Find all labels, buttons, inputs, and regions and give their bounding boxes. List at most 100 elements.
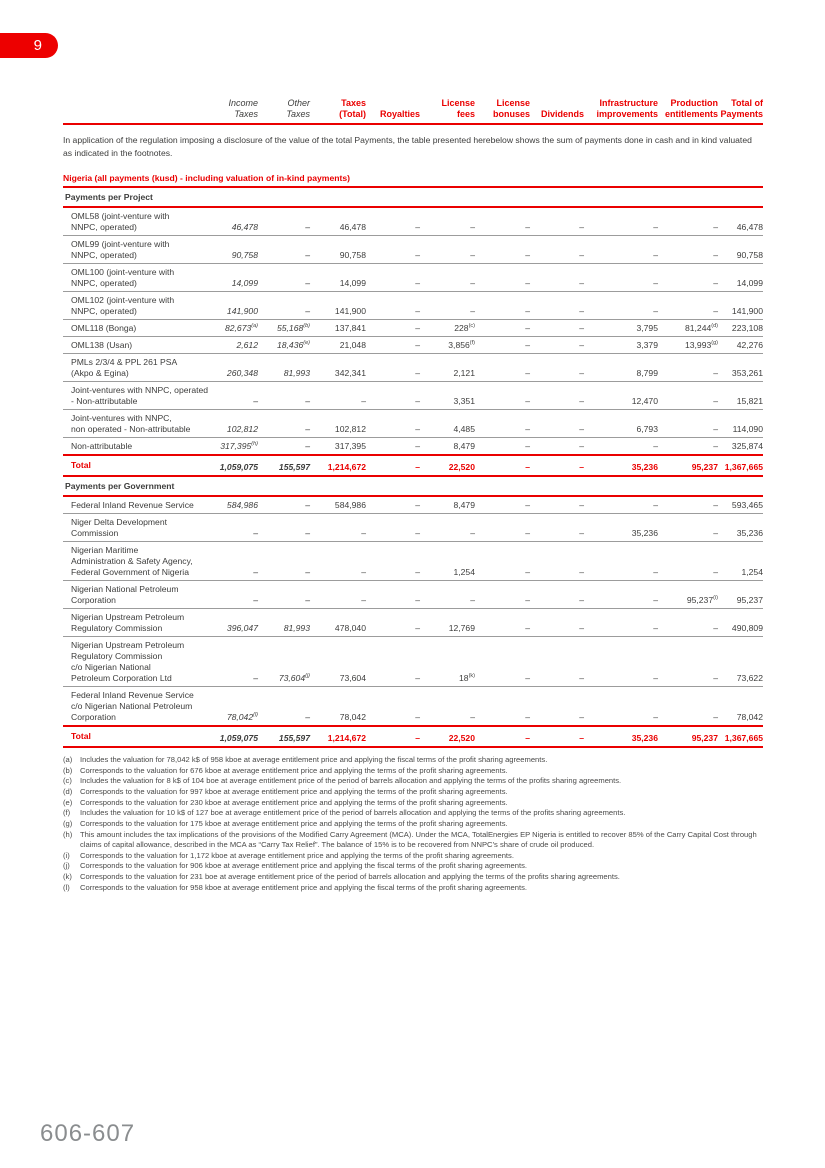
table-row: OML58 (joint-venture with NNPC, operated)…	[63, 207, 763, 236]
cell-value: –	[653, 499, 658, 510]
column-header-spacer	[63, 98, 208, 124]
column-header-license-bonuses: License bonuses	[492, 98, 530, 119]
cell-value: –	[415, 322, 420, 333]
footnote: (i) Corresponds to the valuation for 1,17…	[63, 851, 763, 862]
cell-value: –	[713, 711, 718, 722]
cell-value: –	[713, 440, 718, 451]
footnote-marker: (e)	[63, 797, 73, 807]
footnote-marker: (b)	[63, 765, 73, 775]
cell-value: –	[525, 440, 530, 451]
footnote-text: This amount includes the tax implication…	[80, 829, 757, 850]
cell-value: 137,841	[334, 322, 366, 333]
cell-value: 21,048	[339, 339, 366, 350]
cell-value: –	[415, 277, 420, 288]
cell-value: –	[253, 672, 258, 683]
column-header-infrastructure-improvements: Infrastructure improvements	[596, 98, 658, 119]
cell-value: –	[361, 395, 366, 406]
cell-value: –	[579, 566, 584, 577]
cell-value: –	[579, 711, 584, 722]
cell-value: –	[713, 249, 718, 260]
cell-value: 342,341	[334, 367, 366, 378]
cell-value: –	[361, 594, 366, 605]
cell-value: –	[470, 249, 475, 260]
total-value: 1,059,075	[219, 461, 258, 472]
cell-value: 78,042(l)	[226, 711, 258, 722]
cell-value: 2,612	[236, 339, 258, 350]
cell-value: –	[415, 367, 420, 378]
row-label: Nigerian National Petroleum Corporation	[71, 583, 179, 605]
cell-value: –	[579, 395, 584, 406]
cell-value: –	[253, 566, 258, 577]
cell-value: 260,348	[226, 367, 258, 378]
cell-value: 317,395	[334, 440, 366, 451]
cell-value: –	[415, 566, 420, 577]
cell-value: –	[305, 305, 310, 316]
cell-value: 223,108	[731, 322, 763, 333]
cell-value: 353,261	[731, 367, 763, 378]
cell-value: 228(c)	[454, 322, 475, 333]
cell-value: –	[361, 527, 366, 538]
cell-value: –	[579, 305, 584, 316]
footnote-marker: (f)	[63, 808, 71, 818]
footnote: (k) Corresponds to the valuation for 231 …	[63, 872, 763, 883]
footnote-marker: (c)	[63, 776, 72, 786]
cell-value: –	[305, 527, 310, 538]
cell-value: 78,042	[736, 711, 763, 722]
cell-value: –	[525, 249, 530, 260]
cell-value: –	[415, 672, 420, 683]
table-row: OML100 (joint-venture with NNPC, operated…	[63, 264, 763, 292]
cell-value: –	[305, 249, 310, 260]
cell-value: 3,351	[453, 395, 475, 406]
cell-value: –	[525, 339, 530, 350]
table-row: Nigerian Upstream Petroleum Regulatory Co…	[63, 609, 763, 637]
footnote-marker: (j)	[63, 861, 70, 871]
cell-value: 102,812	[334, 423, 366, 434]
cell-value: –	[653, 440, 658, 451]
cell-value: –	[415, 221, 420, 232]
page-content: Income Taxes Other Taxes Taxes (Total) Royalti…	[63, 98, 763, 893]
cell-value: –	[525, 395, 530, 406]
row-label: Joint-ventures with NNPC, non operated - …	[71, 412, 191, 434]
cell-value: –	[470, 594, 475, 605]
column-header-production-entitlements: Production entitlements	[664, 98, 718, 119]
cell-value: –	[653, 249, 658, 260]
footnote: (h) This amount includes the tax implicat…	[63, 830, 763, 851]
row-label: Nigerian Maritime Administration & Safety…	[71, 544, 193, 577]
cell-value: –	[305, 711, 310, 722]
table-row: Joint-ventures with NNPC, operated - Non-…	[63, 382, 763, 410]
cell-value: 90,758	[339, 249, 366, 260]
cell-value: 46,478	[231, 221, 258, 232]
cell-value: 4,485	[453, 423, 475, 434]
cell-value: 95,237	[736, 594, 763, 605]
cell-value: 325,874	[731, 440, 763, 451]
footnote-text: Corresponds to the valuation for 230 kbo…	[80, 797, 508, 807]
cell-value: –	[713, 527, 718, 538]
cell-value: 18,436(e)	[276, 339, 310, 350]
cell-value: 3,795	[636, 322, 658, 333]
cell-value: 35,236	[736, 527, 763, 538]
total-value: –	[579, 732, 584, 743]
cell-value: –	[415, 594, 420, 605]
column-header-license-fees: License fees	[441, 98, 475, 119]
cell-value: –	[579, 277, 584, 288]
row-label: Niger Delta Development Commission	[71, 516, 168, 538]
cell-value: –	[653, 566, 658, 577]
cell-value: 584,986	[334, 499, 366, 510]
cell-value: –	[713, 367, 718, 378]
table-row: Federal Inland Revenue Service 584,986 – 58…	[63, 496, 763, 514]
cell-value: –	[415, 527, 420, 538]
cell-value: 78,042	[339, 711, 366, 722]
cell-value: –	[579, 423, 584, 434]
cell-value: –	[305, 594, 310, 605]
cell-value: 13,993(g)	[684, 339, 718, 350]
cell-value: 3,856(f)	[448, 339, 475, 350]
intro-paragraph: In application of the regulation imposin…	[63, 134, 752, 158]
cell-value: –	[470, 277, 475, 288]
cell-value: –	[713, 566, 718, 577]
row-label: Non-attributable	[71, 440, 133, 451]
section-header-label: Payments per Project	[65, 191, 153, 202]
total-row: Total 1,059,075 155,597 1,214,672 – 22,520 – – 3…	[63, 455, 763, 477]
cell-value: 14,099	[339, 277, 366, 288]
total-value: 1,059,075	[219, 732, 258, 743]
